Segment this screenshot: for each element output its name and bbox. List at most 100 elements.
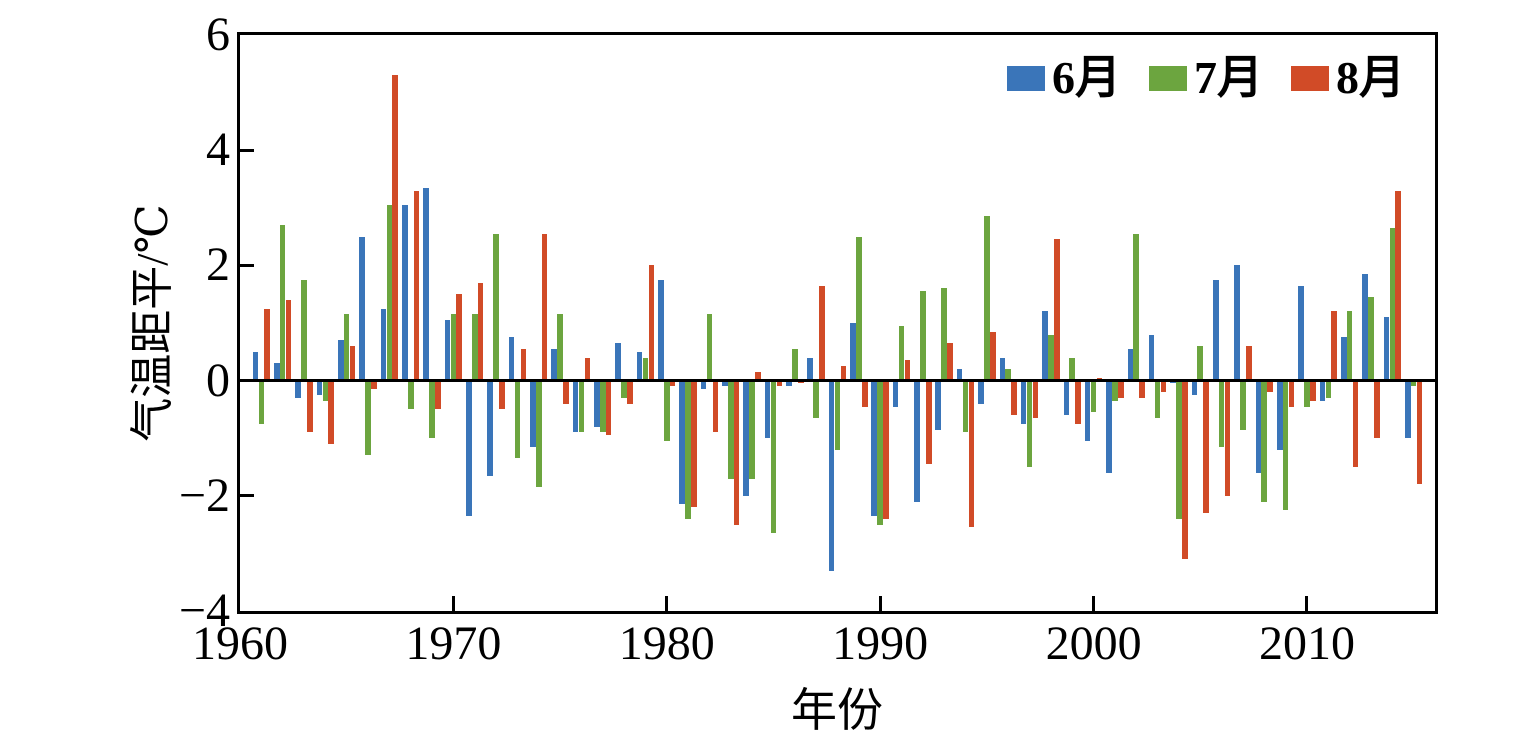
- bar-1999-6月: [1063, 380, 1070, 416]
- bar-2002-7月: [1133, 233, 1140, 381]
- bar-1972-8月: [499, 380, 505, 410]
- bar-1965-7月: [343, 314, 350, 381]
- bar-1961-7月: [258, 380, 265, 424]
- bar-1998-8月: [1053, 239, 1060, 381]
- bar-1988-8月: [840, 366, 847, 381]
- bar-1968-8月: [413, 190, 420, 381]
- y-tick-label: −2: [178, 468, 230, 522]
- bar-1973-6月: [508, 337, 515, 381]
- bar-1997-8月: [1032, 380, 1039, 419]
- y-tick-label: 4: [206, 123, 230, 177]
- bar-1964-8月: [328, 380, 335, 444]
- bar-1963-8月: [307, 380, 313, 433]
- legend-label-august: 8月: [1336, 52, 1405, 103]
- x-tick-mark: [665, 596, 669, 611]
- bar-1966-8月: [371, 380, 377, 390]
- bar-1982-7月: [706, 314, 713, 381]
- bar-1983-7月: [728, 380, 734, 479]
- x-tick-mark: [1305, 596, 1309, 611]
- bar-1967-7月: [386, 204, 393, 381]
- bar-2006-7月: [1218, 380, 1225, 447]
- bar-1976-8月: [584, 357, 591, 381]
- bar-2010-7月: [1304, 380, 1310, 407]
- bar-2008-6月: [1255, 380, 1262, 473]
- bar-1975-6月: [551, 348, 557, 381]
- bar-1964-7月: [322, 380, 329, 401]
- bar-1962-6月: [273, 363, 280, 381]
- august-swatch-icon: [1291, 65, 1329, 91]
- bar-1994-6月: [956, 369, 963, 381]
- bar-1983-6月: [722, 380, 728, 387]
- bar-1999-8月: [1075, 380, 1081, 424]
- bar-1971-6月: [466, 380, 472, 516]
- bar-1963-7月: [301, 279, 307, 381]
- bar-1998-7月: [1048, 334, 1054, 381]
- bar-1968-7月: [407, 380, 414, 410]
- y-tick-mark: [240, 263, 254, 267]
- bar-1971-7月: [471, 314, 478, 381]
- bar-2001-6月: [1106, 380, 1112, 473]
- bar-2006-6月: [1212, 279, 1219, 381]
- bar-2001-7月: [1112, 380, 1118, 401]
- bar-2002-6月: [1127, 348, 1134, 381]
- bar-2002-8月: [1139, 380, 1145, 398]
- bar-1970-8月: [456, 294, 463, 381]
- bar-1991-7月: [898, 325, 905, 381]
- x-tick-label: 1980: [618, 617, 715, 670]
- bar-2009-6月: [1276, 380, 1283, 450]
- bar-2011-6月: [1319, 380, 1326, 401]
- bar-1966-6月: [359, 236, 365, 381]
- y-tick-mark: [240, 148, 254, 152]
- x-tick-label: 2010: [1258, 617, 1355, 670]
- bar-1992-6月: [914, 380, 920, 502]
- bar-2014-7月: [1389, 227, 1396, 381]
- bar-1985-7月: [770, 380, 777, 534]
- bar-1969-8月: [435, 380, 441, 410]
- bar-1965-8月: [349, 346, 356, 381]
- y-tick-label: 2: [206, 238, 230, 292]
- bar-2015-7月: [1410, 380, 1417, 387]
- x-tick-label: 1960: [192, 617, 288, 670]
- bar-1980-6月: [658, 279, 664, 381]
- bar-1976-7月: [578, 380, 585, 433]
- y-tick-label: 0: [206, 353, 230, 407]
- bar-2012-7月: [1346, 311, 1353, 381]
- bar-1978-6月: [615, 343, 621, 381]
- bar-2008-7月: [1261, 380, 1268, 502]
- bar-1969-6月: [423, 187, 429, 381]
- bar-2009-8月: [1288, 380, 1295, 407]
- bar-1990-8月: [883, 380, 889, 519]
- bar-1989-6月: [850, 323, 856, 381]
- bar-1982-8月: [712, 380, 719, 433]
- bar-2006-8月: [1224, 380, 1231, 496]
- bar-1998-6月: [1042, 311, 1048, 381]
- bar-2001-8月: [1118, 380, 1124, 398]
- bar-1968-6月: [402, 204, 408, 381]
- bar-1972-7月: [493, 233, 499, 381]
- bar-1970-7月: [450, 314, 457, 381]
- bar-2003-8月: [1160, 380, 1167, 393]
- bar-1965-6月: [337, 340, 344, 381]
- legend-item-june: 6月: [1007, 53, 1121, 103]
- bar-1988-6月: [828, 380, 835, 571]
- legend-label-june: 6月: [1052, 52, 1121, 103]
- bar-1993-6月: [935, 380, 942, 430]
- bar-2003-6月: [1148, 334, 1155, 381]
- bar-1961-6月: [252, 351, 259, 381]
- legend-item-july: 7月: [1149, 53, 1263, 103]
- bar-2008-8月: [1267, 380, 1273, 393]
- bar-1962-7月: [279, 225, 286, 381]
- bar-1961-8月: [264, 308, 271, 381]
- x-tick-mark: [451, 596, 455, 611]
- bar-1976-6月: [572, 380, 579, 433]
- bar-1967-8月: [392, 75, 399, 381]
- bar-2005-7月: [1197, 346, 1204, 381]
- bar-1990-6月: [871, 380, 878, 516]
- legend-item-august: 8月: [1291, 53, 1405, 103]
- bar-1996-6月: [999, 357, 1006, 381]
- bar-2012-8月: [1352, 380, 1359, 467]
- bar-2011-8月: [1331, 311, 1337, 381]
- bar-1992-8月: [925, 380, 932, 465]
- bar-1996-7月: [1005, 369, 1011, 381]
- y-tick-label: 6: [206, 8, 230, 61]
